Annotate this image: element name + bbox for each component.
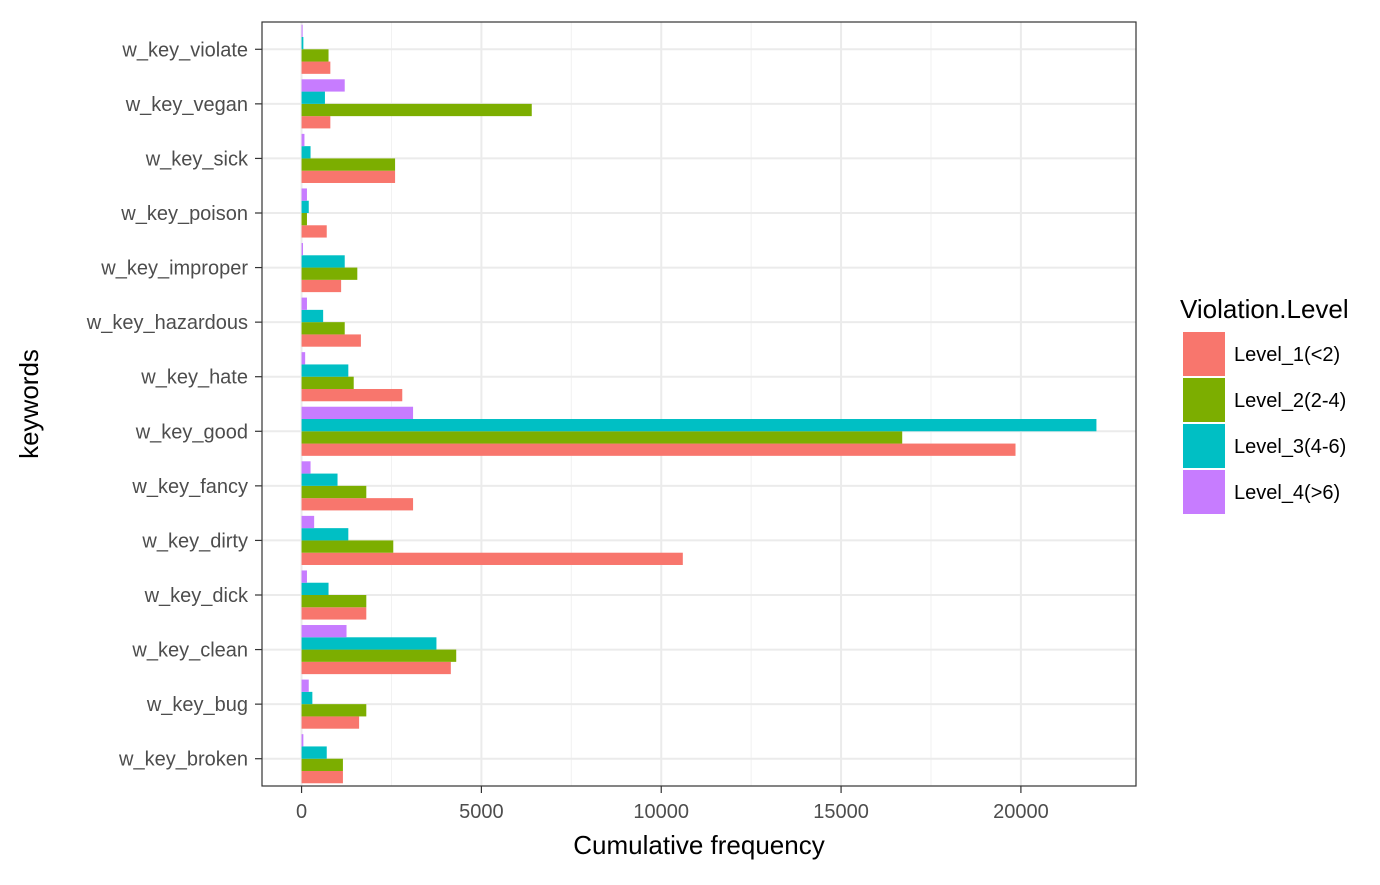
y-axis-title: keywords <box>14 349 44 459</box>
x-tick-label: 0 <box>296 801 307 823</box>
bar-w-key-broken-series-3 <box>301 746 327 759</box>
bar-w-key-bug-series-1 <box>301 716 360 729</box>
bar-w-key-poison-series-2 <box>301 213 307 226</box>
bar-w-key-fancy-series-2 <box>301 485 367 499</box>
legend-label-2: Level_2(2-4) <box>1234 390 1346 412</box>
bar-w-key-vegan-series-4 <box>301 79 345 92</box>
x-tick-label: 10000 <box>633 801 689 823</box>
bar-w-key-hate-series-4 <box>301 352 306 365</box>
y-axis: w_key_violate w_key_vegan w_key_sick w_key_… <box>86 39 262 771</box>
y-tick-label: w_key_bug <box>146 694 248 716</box>
bar-w-key-vegan-series-3 <box>301 91 325 104</box>
bar-w-key-fancy-series-4 <box>301 461 311 474</box>
y-tick-label: w_key_vegan <box>125 94 248 116</box>
y-tick-label: w_key_sick <box>145 148 249 170</box>
legend-items: Level_1(<2) Level_2(2-4) Level_3(4-6) Level… <box>1183 332 1346 514</box>
bar-w-key-improper-series-3 <box>301 255 345 268</box>
bar-w-key-improper-series-1 <box>301 279 342 293</box>
legend-label-1: Level_1(<2) <box>1234 344 1340 366</box>
bar-w-key-hazardous-series-1 <box>301 334 361 347</box>
bar-w-key-good-series-2 <box>301 431 903 444</box>
bar-w-key-dick-series-1 <box>301 607 367 620</box>
legend-swatch-2 <box>1183 378 1225 422</box>
bar-w-key-hazardous-series-3 <box>301 309 324 323</box>
bar-w-key-poison-series-4 <box>301 188 307 201</box>
bar-w-key-poison-series-1 <box>301 225 327 238</box>
bar-w-key-dirty-series-1 <box>301 552 683 565</box>
bar-w-key-hazardous-series-2 <box>301 322 345 335</box>
bar-w-key-good-series-1 <box>301 443 1016 456</box>
y-tick-label: w_key_poison <box>120 203 248 225</box>
y-tick-label: w_key_hazardous <box>86 312 248 334</box>
legend-swatch-4 <box>1183 470 1225 514</box>
bar-w-key-bug-series-4 <box>301 679 309 692</box>
y-tick-label: w_key_clean <box>131 640 248 662</box>
bar-w-key-improper-series-2 <box>301 267 358 280</box>
bar-w-key-hate-series-1 <box>301 388 403 402</box>
bar-w-key-fancy-series-1 <box>301 498 414 511</box>
legend-label-4: Level_4(>6) <box>1234 482 1340 504</box>
x-tick-label: 15000 <box>813 801 869 823</box>
bar-w-key-fancy-series-3 <box>301 473 338 486</box>
bar-w-key-dirty-series-3 <box>301 528 349 541</box>
bars <box>301 24 1097 784</box>
bar-w-key-violate-series-1 <box>301 61 331 74</box>
y-tick-label: w_key_broken <box>118 749 248 771</box>
bar-w-key-clean-series-3 <box>301 637 437 650</box>
bar-w-key-broken-series-4 <box>301 734 304 747</box>
bar-w-key-vegan-series-2 <box>301 103 532 117</box>
legend-swatch-3 <box>1183 424 1225 468</box>
bar-w-key-violate-series-3 <box>301 37 304 50</box>
bar-w-key-hate-series-2 <box>301 376 354 389</box>
bar-w-key-clean-series-4 <box>301 625 347 638</box>
y-tick-label: w_key_hate <box>140 367 248 389</box>
bar-w-key-dirty-series-2 <box>301 540 394 553</box>
bar-w-key-clean-series-1 <box>301 661 451 675</box>
bar-w-key-bug-series-3 <box>301 691 313 705</box>
bar-w-key-violate-series-4 <box>301 24 303 38</box>
bar-w-key-sick-series-1 <box>301 170 396 183</box>
bar-w-key-dick-series-4 <box>301 570 307 583</box>
x-axis: 0 5000 10000 15000 20000 <box>296 786 1049 823</box>
legend-swatch-1 <box>1183 332 1225 376</box>
y-tick-label: w_key_violate <box>121 39 248 61</box>
bar-w-key-broken-series-2 <box>301 758 343 771</box>
panel-border <box>261 21 1137 787</box>
y-tick-label: w_key_fancy <box>131 476 248 498</box>
x-tick-label: 5000 <box>459 801 504 823</box>
legend: Violation.Level Level_1(<2)Level_2(2-4)L… <box>1180 294 1349 514</box>
bar-w-key-clean-series-2 <box>301 649 457 662</box>
bar-w-key-hazardous-series-4 <box>301 297 307 310</box>
x-axis-title: Cumulative frequency <box>573 830 824 860</box>
bar-w-key-violate-series-2 <box>301 49 329 62</box>
bar-w-key-dirty-series-4 <box>301 515 315 529</box>
bar-w-key-dick-series-2 <box>301 595 367 608</box>
legend-title: Violation.Level <box>1180 294 1349 324</box>
y-tick-label: w_key_dick <box>144 585 249 607</box>
bar-w-key-sick-series-2 <box>301 158 396 171</box>
bar-w-key-broken-series-1 <box>301 770 343 784</box>
bar-w-key-good-series-3 <box>301 419 1097 432</box>
y-tick-label: w_key_improper <box>100 258 248 280</box>
grid-lines <box>262 22 1136 786</box>
x-tick-label: 20000 <box>993 801 1049 823</box>
bar-w-key-good-series-4 <box>301 406 414 420</box>
bar-w-key-dick-series-3 <box>301 582 329 595</box>
y-tick-label: w_key_good <box>135 421 248 443</box>
bar-w-key-sick-series-3 <box>301 146 311 159</box>
bar-w-key-sick-series-4 <box>301 133 305 147</box>
bar-w-key-improper-series-4 <box>301 243 304 256</box>
legend-label-3: Level_3(4-6) <box>1234 436 1346 458</box>
bar-w-key-poison-series-3 <box>301 200 309 213</box>
bar-w-key-bug-series-2 <box>301 704 367 717</box>
bar-w-key-hate-series-3 <box>301 364 349 377</box>
y-tick-label: w_key_dirty <box>141 530 248 552</box>
bar-w-key-vegan-series-1 <box>301 116 331 129</box>
